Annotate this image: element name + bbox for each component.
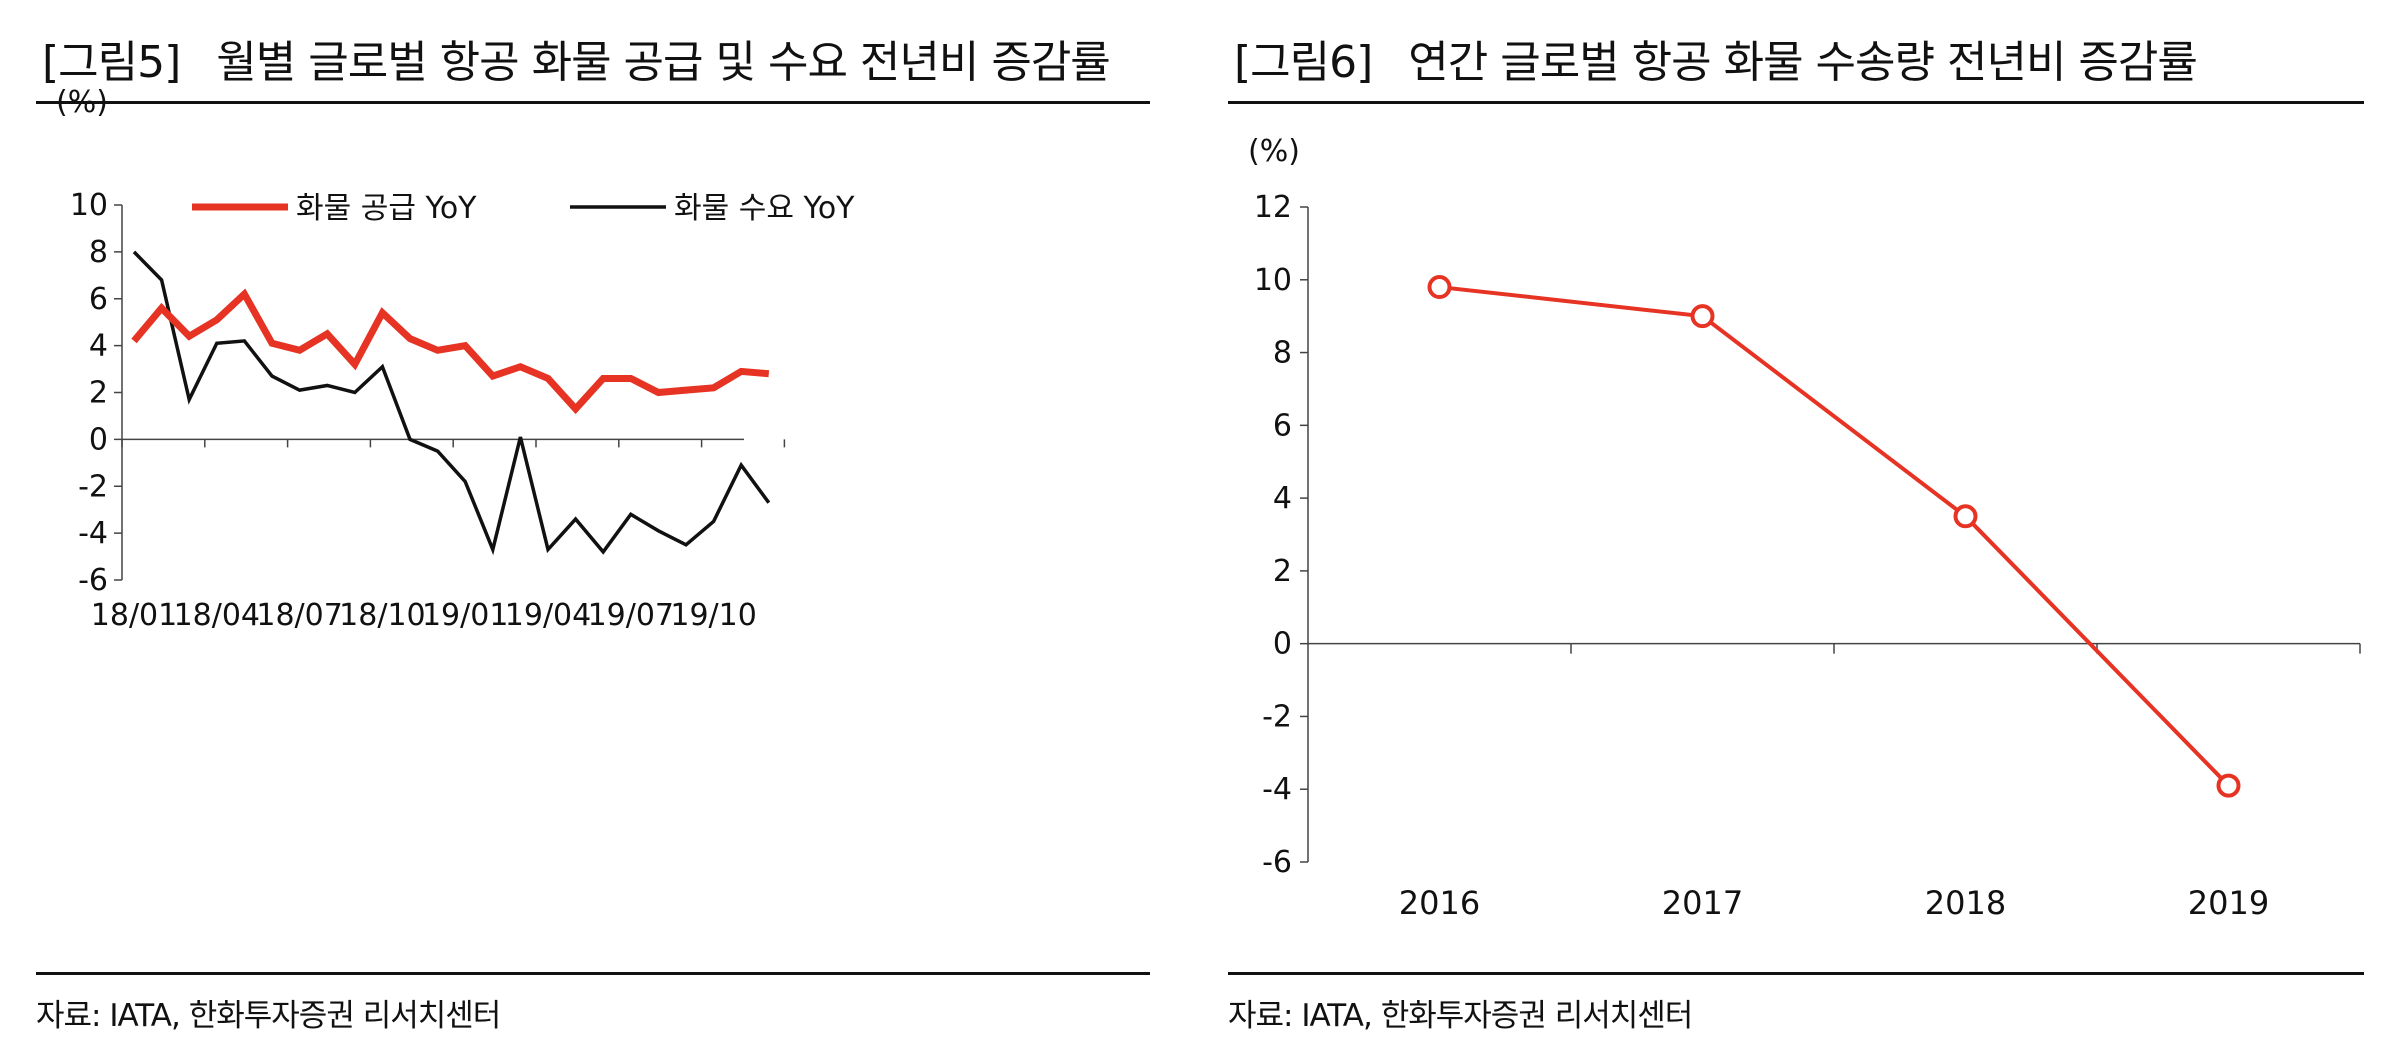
supply-series-line xyxy=(131,288,770,415)
figure-6-number: [그림6] xyxy=(1234,37,1373,88)
figure-6-panel: [그림6] 연간 글로벌 항공 화물 수송량 전년비 증감률 (%) 12 10 8 6… xyxy=(1228,0,2364,1054)
x-tick-label: 18/07 xyxy=(256,598,342,633)
y-tick-label: 0 xyxy=(1273,627,1292,662)
figure-6-source: 자료: IATA, 한화투자증권 리서치센터 xyxy=(1228,998,1693,1034)
figure-6-title: [그림6] 연간 글로벌 항공 화물 수송량 전년비 증감률 xyxy=(1234,26,2198,90)
x-tick-label: 19/04 xyxy=(505,598,591,633)
x-tick-label: 2019 xyxy=(2188,884,2269,922)
y-tick-label: 4 xyxy=(1273,481,1292,516)
legend-demand-label: 화물 수요 YoY xyxy=(674,191,855,226)
x-tick-label: 18/10 xyxy=(339,598,425,633)
volume-marker-2018 xyxy=(1953,504,1978,529)
y-tick-label: 6 xyxy=(89,282,108,317)
y-tick-label: -6 xyxy=(1262,845,1292,880)
figure-5-number: [그림5] xyxy=(42,37,181,88)
y-tick-label: 6 xyxy=(1273,408,1292,443)
x-tick-label: 2016 xyxy=(1399,884,1480,922)
figure-6-chart: (%) 12 10 8 6 4 2 0 -2 -4 -6 2016 2017 2018 2019 xyxy=(1248,134,2361,922)
volume-marker-2017 xyxy=(1690,304,1715,329)
y-tick-label: 12 xyxy=(1254,190,1292,225)
demand-series-line xyxy=(132,250,771,556)
y-tick-label: 0 xyxy=(89,422,108,457)
y-tick-label: 4 xyxy=(89,329,108,364)
y-axis-unit-label: (%) xyxy=(1248,134,1300,169)
x-tick-label: 18/01 xyxy=(91,598,177,633)
figure-5-source: 자료: IATA, 한화투자증권 리서치센터 xyxy=(36,998,501,1034)
y-tick-label: 8 xyxy=(89,235,108,270)
x-tick-label: 19/01 xyxy=(422,598,508,633)
x-tick-label: 18/04 xyxy=(174,598,260,633)
x-tick-label: 19/10 xyxy=(670,598,756,633)
x-tick-label: 19/07 xyxy=(588,598,674,633)
y-axis-unit-label: (%) xyxy=(56,85,108,120)
figure-5-title: [그림5] 월별 글로벌 항공 화물 공급 및 수요 전년비 증감률 xyxy=(42,26,1111,90)
y-tick-label: -6 xyxy=(78,563,108,598)
figure-5-chart: (%)1086420-2-4-618/0118/0418/0718/1019/0… xyxy=(56,85,855,633)
y-tick-label: -4 xyxy=(78,516,108,551)
figure-5-title-text: 월별 글로벌 항공 화물 공급 및 수요 전년비 증감률 xyxy=(216,37,1110,88)
y-tick-label: -2 xyxy=(1262,699,1292,734)
figure-6-top-rule xyxy=(1228,101,2364,104)
volume-series-line xyxy=(1439,285,2230,787)
y-tick-label: -4 xyxy=(1262,772,1292,807)
x-tick-label: 2018 xyxy=(1925,884,2006,922)
figure-5-panel: [그림5] 월별 글로벌 항공 화물 공급 및 수요 전년비 증감률 (%) 10… xyxy=(36,0,1150,1054)
y-tick-label: 8 xyxy=(1273,336,1292,371)
figure-5-bottom-rule xyxy=(36,972,1150,975)
legend-supply-label: 화물 공급 YoY xyxy=(296,191,477,226)
figure-6-title-text: 연간 글로벌 항공 화물 수송량 전년비 증감률 xyxy=(1408,37,2198,88)
volume-marker-2019 xyxy=(2216,773,2241,798)
y-tick-label: 2 xyxy=(1273,554,1292,589)
x-tick-label: 2017 xyxy=(1662,884,1743,922)
y-tick-label: 10 xyxy=(1254,263,1292,298)
volume-marker-2016 xyxy=(1427,275,1452,300)
y-tick-label: 10 xyxy=(70,188,108,223)
figure-5-top-rule xyxy=(36,101,1150,104)
y-tick-label: -2 xyxy=(78,469,108,504)
y-tick-label: 2 xyxy=(89,376,108,411)
figure-6-bottom-rule xyxy=(1228,972,2364,975)
